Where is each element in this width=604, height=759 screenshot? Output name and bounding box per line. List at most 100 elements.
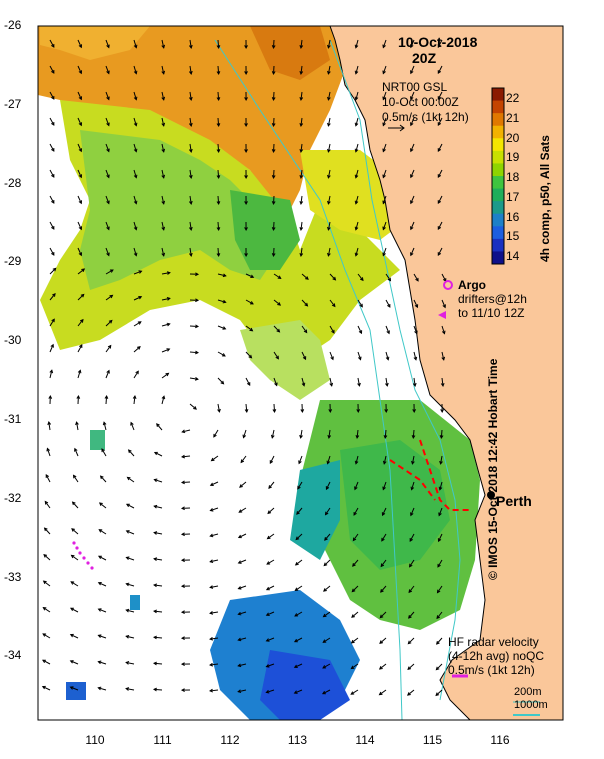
argo-marker-icon xyxy=(443,280,453,290)
velocity-arrow xyxy=(273,325,280,333)
velocity-arrow xyxy=(352,559,359,567)
velocity-arrow-head xyxy=(242,434,247,439)
velocity-arrow xyxy=(133,321,142,327)
velocity-arrow-head xyxy=(299,200,304,205)
velocity-arrow xyxy=(49,65,55,74)
velocity-arrow-head xyxy=(269,460,274,465)
velocity-arrow-head xyxy=(98,529,103,533)
velocity-arrow-head xyxy=(133,122,138,127)
velocity-arrow-head xyxy=(42,580,47,585)
velocity-arrow-head xyxy=(135,370,139,375)
velocity-arrow xyxy=(49,247,55,256)
velocity-arrow-head xyxy=(42,633,47,637)
velocity-arrow xyxy=(217,39,220,49)
velocity-arrow xyxy=(300,221,303,230)
velocity-arrow-head xyxy=(299,226,304,231)
velocity-arrow-head xyxy=(180,506,185,511)
velocity-arrow xyxy=(133,296,142,301)
colorbar-segment xyxy=(492,150,504,164)
velocity-arrow xyxy=(217,91,220,101)
velocity-arrow xyxy=(126,556,135,561)
velocity-arrow xyxy=(357,377,360,386)
velocity-arrow-head xyxy=(359,303,363,308)
colorbar-label: 19 xyxy=(506,150,520,165)
currents-legend-source: NRT00 GSL xyxy=(382,80,448,94)
velocity-arrow xyxy=(77,294,85,301)
velocity-arrow-head xyxy=(78,148,83,153)
velocity-arrow xyxy=(49,293,56,301)
velocity-arrow-head xyxy=(78,44,83,49)
velocity-arrow xyxy=(189,221,192,230)
velocity-arrow-head xyxy=(350,691,355,695)
velocity-arrow-head xyxy=(411,460,415,465)
velocity-arrow-head xyxy=(411,435,416,440)
y-tick-label: -26 xyxy=(4,18,22,32)
velocity-arrow-head xyxy=(327,434,332,439)
velocity-arrow-head xyxy=(410,512,414,517)
velocity-arrow-head xyxy=(97,660,102,665)
y-tick-label: -34 xyxy=(4,648,22,663)
velocity-arrow-head xyxy=(358,330,363,335)
velocity-arrow xyxy=(296,507,303,515)
velocity-arrow-head xyxy=(152,687,157,692)
velocity-arrow xyxy=(327,195,331,204)
x-tick-label: 110 xyxy=(85,733,105,747)
velocity-arrow xyxy=(210,585,219,588)
velocity-arrow xyxy=(189,377,198,380)
velocity-arrow xyxy=(300,429,303,438)
velocity-arrow xyxy=(238,637,247,641)
velocity-arrow xyxy=(382,65,387,74)
velocity-arrow xyxy=(328,429,331,438)
velocity-arrow xyxy=(154,505,163,509)
velocity-arrow-head xyxy=(195,324,200,329)
velocity-arrow xyxy=(382,169,387,178)
velocity-arrow xyxy=(49,221,55,230)
velocity-arrow-head xyxy=(299,174,304,179)
velocity-arrow xyxy=(210,611,219,614)
velocity-arrow-head xyxy=(188,122,193,127)
velocity-arrow-head xyxy=(69,686,74,690)
velocity-arrow-head xyxy=(217,408,221,413)
velocity-arrow xyxy=(105,91,110,100)
x-tick-label: 111 xyxy=(153,733,172,747)
colorbar-segment xyxy=(492,213,504,227)
velocity-arrow-head xyxy=(97,686,102,691)
velocity-arrow xyxy=(273,377,278,386)
velocity-arrow-head xyxy=(51,96,55,100)
isobath-200m xyxy=(329,39,461,701)
velocity-arrow-head xyxy=(435,640,440,645)
velocity-arrow-head xyxy=(382,174,386,179)
velocity-arrow xyxy=(217,325,226,330)
velocity-arrow xyxy=(70,660,79,665)
velocity-arrow xyxy=(385,325,390,334)
velocity-arrow-head xyxy=(328,409,333,414)
velocity-arrow xyxy=(245,377,251,386)
velocity-arrow-head xyxy=(410,70,414,75)
velocity-arrow xyxy=(217,117,220,127)
colorbar-label: 17 xyxy=(506,189,520,204)
velocity-arrow xyxy=(77,344,83,353)
velocity-arrow-head xyxy=(79,318,84,323)
velocity-arrow xyxy=(300,65,303,74)
argo-drifter-track xyxy=(72,541,94,570)
velocity-arrow-head xyxy=(194,377,199,381)
velocity-arrow-head xyxy=(80,293,85,298)
argo-line1: drifters@12h xyxy=(458,292,527,306)
velocity-arrow-head xyxy=(354,226,359,231)
velocity-arrow-head xyxy=(439,460,443,465)
scale-arrow-head xyxy=(399,124,405,132)
velocity-arrow xyxy=(382,481,387,490)
velocity-arrow xyxy=(73,475,79,483)
velocity-arrow-head xyxy=(414,330,418,335)
velocity-arrow xyxy=(410,221,415,230)
velocity-arrow xyxy=(161,143,165,152)
velocity-arrow xyxy=(325,481,331,490)
velocity-arrow xyxy=(437,117,443,126)
x-tick-label: 115 xyxy=(422,733,443,747)
velocity-arrow-head xyxy=(221,353,226,357)
velocity-arrow-head xyxy=(209,508,214,512)
velocity-arrow-head xyxy=(209,636,214,641)
velocity-arrow xyxy=(411,455,415,464)
y-tick-label: -31 xyxy=(4,412,22,426)
velocity-arrow-head xyxy=(216,253,221,258)
